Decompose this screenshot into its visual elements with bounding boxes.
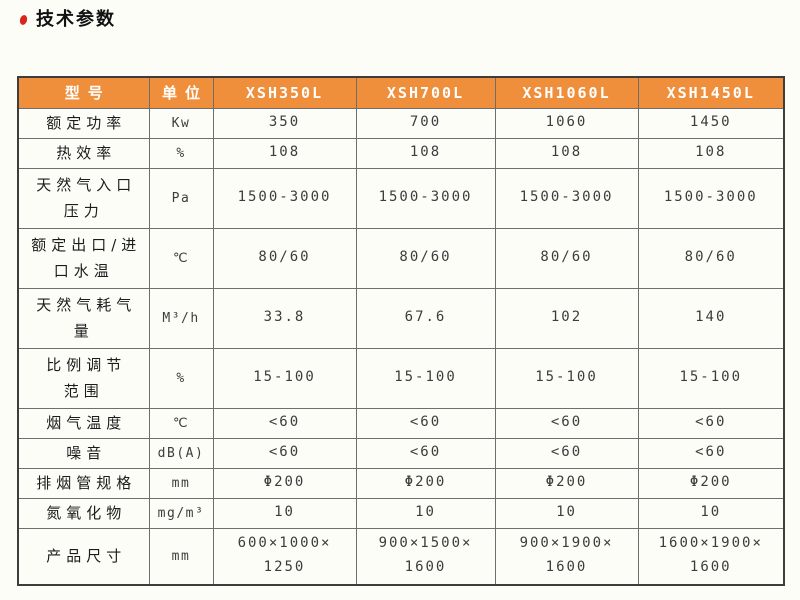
unit-cell: M³/h xyxy=(148,287,214,349)
unit-cell: % xyxy=(148,347,214,409)
table-row: 排烟管规格 mm Φ200 Φ200 Φ200 Φ200 xyxy=(17,467,785,499)
unit-cell: ℃ xyxy=(148,227,214,289)
value-cell: 15-100 xyxy=(212,347,357,409)
model-header-cell: 型号 xyxy=(17,76,150,109)
param-cell: 额定功率 xyxy=(17,107,150,139)
value-cell: 10 xyxy=(355,497,496,529)
unit-header-cell: 单位 xyxy=(148,76,214,109)
value-cell: <60 xyxy=(637,437,785,469)
value-cell: 15-100 xyxy=(355,347,496,409)
table-row: 天然气耗气 量 M³/h 33.8 67.6 102 140 xyxy=(17,287,785,349)
spec-table: 型号 单位 XSH350L XSH700L XSH1060L XSH1450L … xyxy=(17,76,785,586)
value-cell: 108 xyxy=(494,137,639,169)
page-title: 技术参数 xyxy=(36,9,116,30)
param-cell: 产品尺寸 xyxy=(17,527,150,586)
value-cell: 1500-3000 xyxy=(494,167,639,229)
param-cell: 氮氧化物 xyxy=(17,497,150,529)
value-cell: 10 xyxy=(212,497,357,529)
param-cell: 天然气耗气 量 xyxy=(17,287,150,349)
value-cell: <60 xyxy=(494,437,639,469)
table-row: 产品尺寸 mm 600×1000× 1250 900×1500× 1600 90… xyxy=(17,527,785,586)
table-row: 热效率 % 108 108 108 108 xyxy=(17,137,785,169)
value-cell: 1500-3000 xyxy=(637,167,785,229)
value-cell: 33.8 xyxy=(212,287,357,349)
bullet-icon xyxy=(18,14,29,26)
value-cell: 900×1900× 1600 xyxy=(494,527,639,586)
value-cell: 600×1000× 1250 xyxy=(212,527,357,586)
table-header-row: 型号 单位 XSH350L XSH700L XSH1060L XSH1450L xyxy=(17,76,785,109)
value-cell: 15-100 xyxy=(494,347,639,409)
value-cell: <60 xyxy=(637,407,785,439)
value-cell: 700 xyxy=(355,107,496,139)
unit-cell: mm xyxy=(148,467,214,499)
unit-cell: % xyxy=(148,137,214,169)
param-cell: 排烟管规格 xyxy=(17,467,150,499)
unit-cell: ℃ xyxy=(148,407,214,439)
value-cell: 140 xyxy=(637,287,785,349)
value-cell: <60 xyxy=(355,407,496,439)
table-row: 氮氧化物 mg/m³ 10 10 10 10 xyxy=(17,497,785,529)
unit-cell: mg/m³ xyxy=(148,497,214,529)
value-cell: Φ200 xyxy=(355,467,496,499)
param-cell: 天然气入口 压力 xyxy=(17,167,150,229)
value-cell: 108 xyxy=(212,137,357,169)
table-row: 额定功率 Kw 350 700 1060 1450 xyxy=(17,107,785,139)
value-cell: 1060 xyxy=(494,107,639,139)
param-cell: 热效率 xyxy=(17,137,150,169)
value-cell: 80/60 xyxy=(355,227,496,289)
table-row: 烟气温度 ℃ <60 <60 <60 <60 xyxy=(17,407,785,439)
value-cell: 10 xyxy=(637,497,785,529)
model-column-header: XSH700L xyxy=(355,76,496,109)
section-title-bar: 技术参数 xyxy=(18,8,116,32)
value-cell: 108 xyxy=(637,137,785,169)
value-cell: 80/60 xyxy=(637,227,785,289)
value-cell: 15-100 xyxy=(637,347,785,409)
value-cell: 350 xyxy=(212,107,357,139)
value-cell: Φ200 xyxy=(212,467,357,499)
value-cell: <60 xyxy=(212,437,357,469)
param-cell: 比例调节 范围 xyxy=(17,347,150,409)
value-cell: 80/60 xyxy=(494,227,639,289)
value-cell: 67.6 xyxy=(355,287,496,349)
param-cell: 额定出口/进 口水温 xyxy=(17,227,150,289)
table-row: 额定出口/进 口水温 ℃ 80/60 80/60 80/60 80/60 xyxy=(17,227,785,289)
table-row: 天然气入口 压力 Pa 1500-3000 1500-3000 1500-300… xyxy=(17,167,785,229)
value-cell: Φ200 xyxy=(637,467,785,499)
value-cell: <60 xyxy=(355,437,496,469)
value-cell: 1500-3000 xyxy=(212,167,357,229)
model-column-header: XSH1450L xyxy=(637,76,785,109)
table-row: 比例调节 范围 % 15-100 15-100 15-100 15-100 xyxy=(17,347,785,409)
spec-table-container: 型号 单位 XSH350L XSH700L XSH1060L XSH1450L … xyxy=(17,76,785,586)
value-cell: 102 xyxy=(494,287,639,349)
value-cell: 1600×1900× 1600 xyxy=(637,527,785,586)
unit-cell: Pa xyxy=(148,167,214,229)
value-cell: 1500-3000 xyxy=(355,167,496,229)
value-cell: 108 xyxy=(355,137,496,169)
value-cell: 80/60 xyxy=(212,227,357,289)
value-cell: Φ200 xyxy=(494,467,639,499)
value-cell: <60 xyxy=(494,407,639,439)
table-row: 噪音 dB(A) <60 <60 <60 <60 xyxy=(17,437,785,469)
param-cell: 噪音 xyxy=(17,437,150,469)
unit-cell: dB(A) xyxy=(148,437,214,469)
unit-cell: Kw xyxy=(148,107,214,139)
value-cell: <60 xyxy=(212,407,357,439)
value-cell: 10 xyxy=(494,497,639,529)
unit-cell: mm xyxy=(148,527,214,586)
value-cell: 900×1500× 1600 xyxy=(355,527,496,586)
value-cell: 1450 xyxy=(637,107,785,139)
param-cell: 烟气温度 xyxy=(17,407,150,439)
model-column-header: XSH350L xyxy=(212,76,357,109)
model-column-header: XSH1060L xyxy=(494,76,639,109)
